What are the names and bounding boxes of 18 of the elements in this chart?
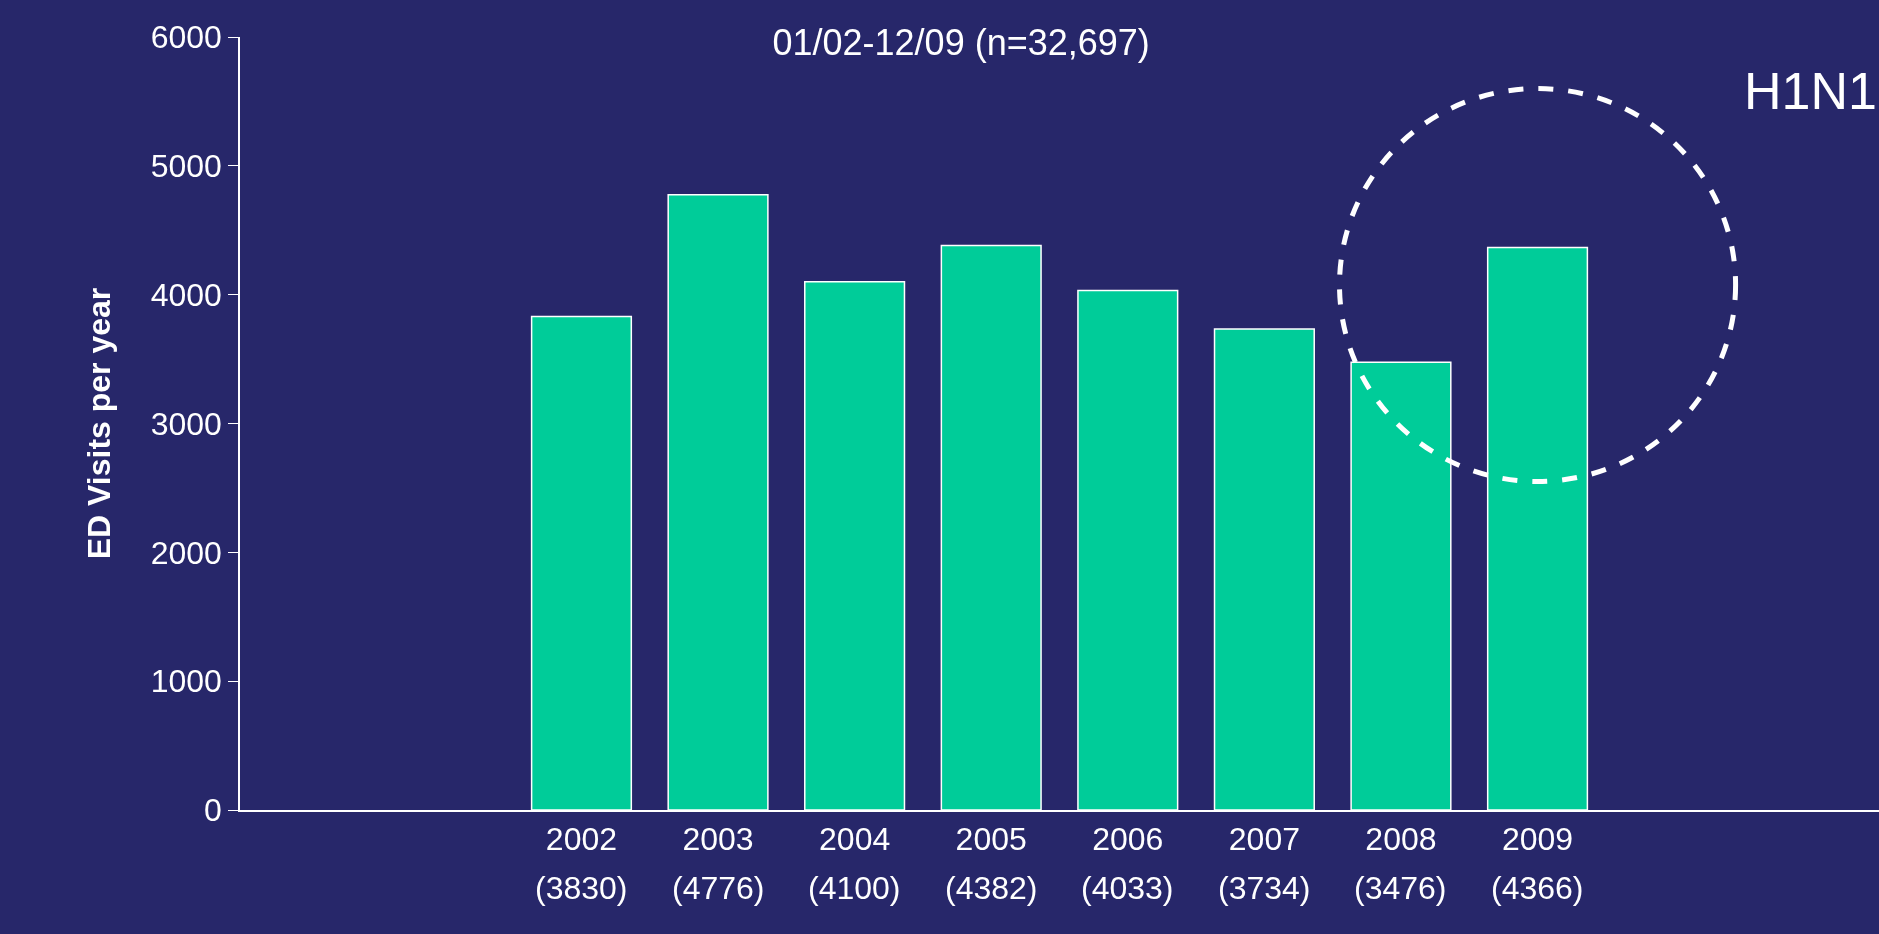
y-tick-label: 1000 <box>150 663 222 700</box>
category-label: 2009 (4366) <box>1491 821 1584 906</box>
y-axis-title: ED Visits per year <box>81 287 118 560</box>
category-label: 2003 (4776) <box>672 821 765 906</box>
y-tick-label: 4000 <box>150 276 222 313</box>
y-tick-label: 6000 <box>150 19 222 56</box>
y-tick-label: 0 <box>204 792 222 829</box>
category-label: 2004 (4100) <box>808 821 901 906</box>
category-label: 2002 (3830) <box>535 821 628 906</box>
chart-title: 01/02-12/09 (n=32,697) <box>772 21 1150 63</box>
category-label: 2008 (3476) <box>1354 821 1447 906</box>
category-label: 2006 (4033) <box>1081 821 1174 906</box>
category-label: 2005 (4382) <box>945 821 1038 906</box>
annotation: H1N1 <box>1744 62 1877 120</box>
y-tick-label: 2000 <box>150 534 222 571</box>
category-label: 2007 (3734) <box>1218 821 1311 906</box>
y-tick-label: 3000 <box>150 405 222 442</box>
y-tick-label: 5000 <box>150 148 222 185</box>
